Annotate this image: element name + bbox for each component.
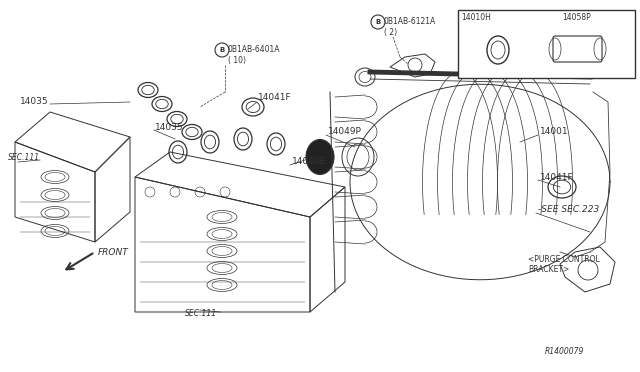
Bar (458, 10, 635, 78)
Text: R1400079: R1400079 (545, 347, 584, 356)
Text: 14058P: 14058P (563, 13, 591, 22)
Ellipse shape (306, 140, 334, 174)
Text: ( 2): ( 2) (384, 28, 397, 36)
Text: B: B (376, 19, 381, 25)
Text: 14035: 14035 (20, 97, 49, 106)
Text: B: B (220, 47, 225, 53)
Text: 0B1AB-6121A: 0B1AB-6121A (384, 17, 436, 26)
Text: 14001: 14001 (540, 128, 568, 137)
Text: SEC.111: SEC.111 (8, 153, 40, 161)
Text: ( 10): ( 10) (228, 55, 246, 64)
Text: 0B1AB-6401A: 0B1AB-6401A (228, 45, 280, 55)
Text: -SEE SEC.223: -SEE SEC.223 (538, 205, 599, 215)
Text: 14035: 14035 (155, 122, 184, 131)
Text: 14049P: 14049P (328, 128, 362, 137)
Text: FRONT: FRONT (98, 248, 129, 257)
Text: <PURGE CONTROL: <PURGE CONTROL (528, 256, 600, 264)
Text: 14041F: 14041F (540, 173, 573, 182)
Text: SEC.111: SEC.111 (185, 310, 217, 318)
Text: BRACKET>: BRACKET> (528, 266, 569, 275)
Text: 14040E: 14040E (292, 157, 326, 167)
Text: 14041F: 14041F (258, 93, 292, 102)
Text: 14010H: 14010H (461, 13, 491, 22)
